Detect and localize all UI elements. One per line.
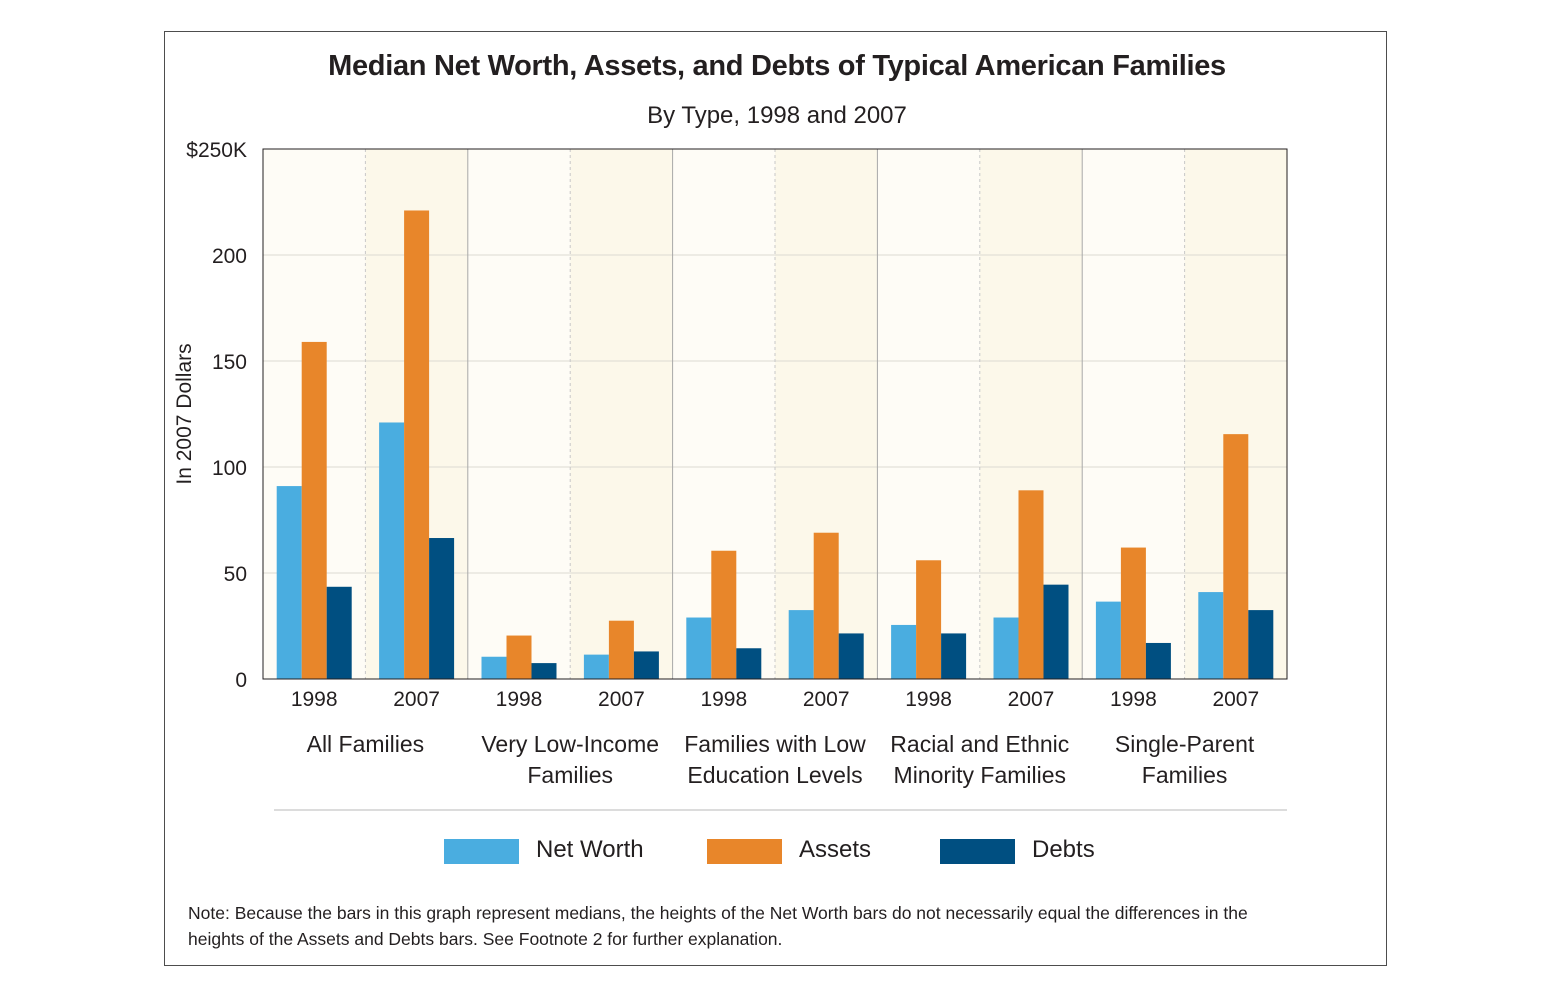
chart-subtitle: By Type, 1998 and 2007 [647, 102, 907, 129]
chart-footnote: Note: Because the bars in this graph rep… [188, 903, 1248, 949]
bar-assets-very-low-income-families-2007 [608, 620, 634, 679]
bar-assets-racial-and-ethnic-minority-families-2007 [1018, 490, 1044, 679]
group-label: Families [527, 762, 613, 788]
x-tick-label: 2007 [1008, 688, 1055, 711]
x-tick-label: 1998 [905, 688, 952, 711]
bar-net-worth-very-low-income-families-2007 [583, 654, 609, 679]
legend-swatch-net-worth [444, 839, 519, 864]
bar-assets-all-families-1998 [301, 341, 327, 679]
bar-assets-all-families-2007 [404, 210, 430, 680]
bar-debts-single-parent-families-2007 [1248, 610, 1274, 679]
group-label: Single-Parent [1115, 731, 1255, 757]
bar-net-worth-families-with-low-education-levels-2007 [788, 610, 814, 679]
plot-slot-background [467, 149, 571, 679]
bar-debts-racial-and-ethnic-minority-families-2007 [1043, 584, 1069, 679]
bar-net-worth-all-families-2007 [379, 422, 405, 679]
x-tick-label: 2007 [1212, 688, 1259, 711]
bar-assets-very-low-income-families-1998 [506, 635, 532, 679]
bar-net-worth-racial-and-ethnic-minority-families-2007 [993, 617, 1019, 679]
chart-frame [164, 31, 1387, 966]
group-label: Very Low-Income [481, 731, 659, 757]
bar-net-worth-single-parent-families-2007 [1198, 592, 1224, 679]
bar-debts-very-low-income-families-2007 [633, 651, 659, 679]
bar-net-worth-families-with-low-education-levels-1998 [686, 617, 712, 679]
bar-assets-single-parent-families-1998 [1120, 547, 1146, 679]
group-label: Families with Low [684, 731, 866, 757]
y-tick-label: 50 [224, 563, 247, 586]
plot-border [262, 148, 1288, 680]
bar-debts-all-families-2007 [429, 538, 455, 679]
y-tick-label: 0 [235, 669, 247, 692]
x-tick-label: 2007 [393, 688, 440, 711]
bar-assets-single-parent-families-2007 [1223, 434, 1249, 679]
bar-net-worth-very-low-income-families-1998 [481, 656, 507, 679]
x-tick-label: 2007 [803, 688, 850, 711]
legend-label-assets: Assets [799, 836, 872, 863]
legend-swatch-assets [707, 839, 782, 864]
group-label: Families [1142, 762, 1228, 788]
legend-label-net-worth: Net Worth [536, 836, 644, 863]
x-tick-label: 1998 [700, 688, 747, 711]
bar-net-worth-all-families-1998 [276, 486, 302, 679]
bar-debts-racial-and-ethnic-minority-families-1998 [941, 633, 967, 679]
x-tick-label: 2007 [598, 688, 645, 711]
y-tick-label: $250K [186, 139, 247, 162]
bar-debts-families-with-low-education-levels-2007 [838, 633, 864, 679]
x-tick-label: 1998 [291, 688, 338, 711]
chart-title: Median Net Worth, Assets, and Debts of T… [328, 50, 1226, 82]
plot-slot-background [570, 149, 673, 679]
bar-assets-racial-and-ethnic-minority-families-1998 [916, 560, 942, 679]
bar-net-worth-racial-and-ethnic-minority-families-1998 [891, 624, 917, 679]
bar-debts-all-families-1998 [326, 586, 352, 679]
x-tick-label: 1998 [1110, 688, 1157, 711]
group-label: All Families [307, 731, 425, 757]
legend-label-debts: Debts [1032, 836, 1095, 863]
bar-debts-families-with-low-education-levels-1998 [736, 648, 762, 679]
group-label: Minority Families [894, 762, 1067, 788]
group-label: Racial and Ethnic [890, 731, 1069, 757]
y-tick-label: 200 [212, 245, 247, 268]
bar-debts-very-low-income-families-1998 [531, 663, 557, 679]
bar-net-worth-single-parent-families-1998 [1095, 601, 1121, 679]
group-label: Education Levels [687, 762, 862, 788]
y-axis-label: In 2007 Dollars [173, 343, 196, 484]
bar-assets-families-with-low-education-levels-2007 [813, 532, 839, 679]
y-tick-label: 150 [212, 351, 247, 374]
legend-swatch-debts [940, 839, 1015, 864]
bar-debts-single-parent-families-1998 [1145, 642, 1171, 679]
y-tick-label: 100 [212, 457, 247, 480]
x-tick-label: 1998 [496, 688, 543, 711]
bar-assets-families-with-low-education-levels-1998 [711, 550, 737, 679]
